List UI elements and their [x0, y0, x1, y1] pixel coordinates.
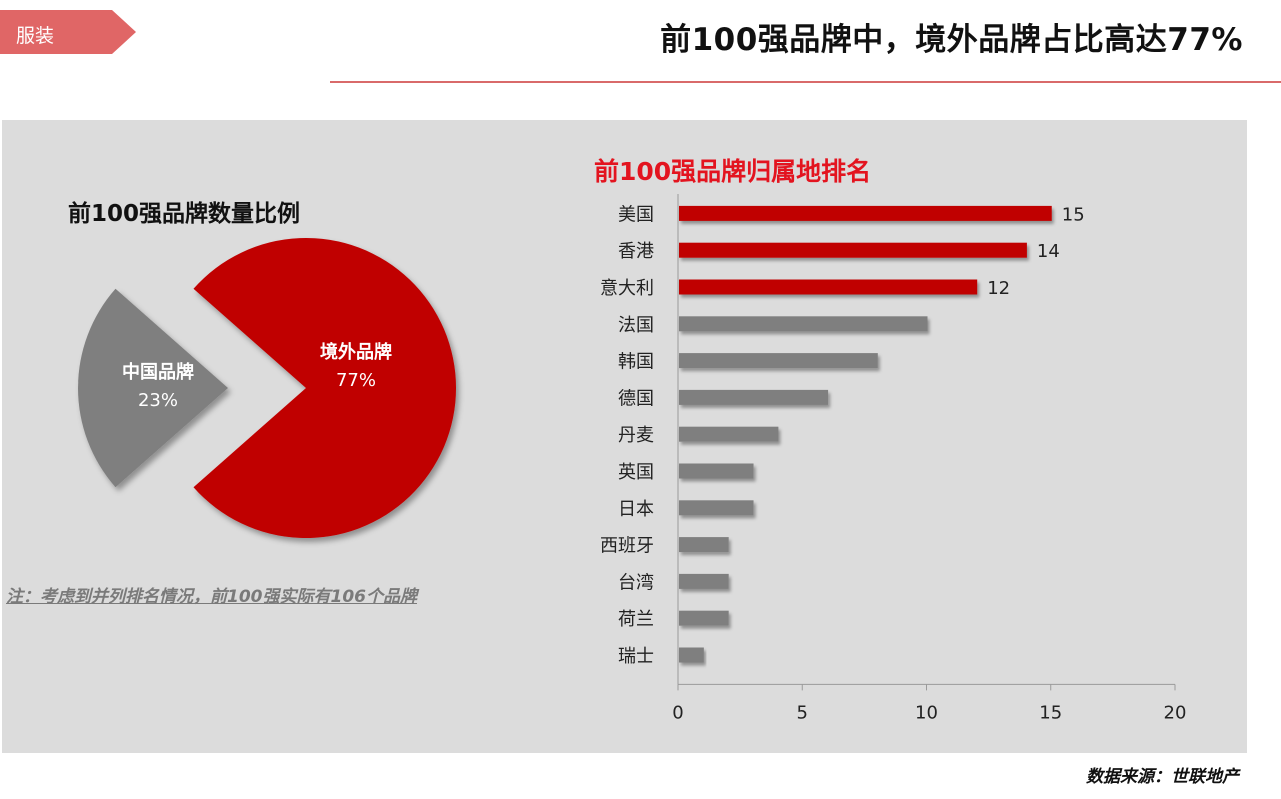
category-label: 丹麦	[618, 425, 654, 446]
category-label: 台湾	[618, 572, 654, 593]
footnote: 注：考虑到并列排名情况，前100强实际有106个品牌	[6, 587, 417, 607]
pie-slice	[78, 288, 228, 488]
pie-slice-label: 境外品牌	[320, 341, 392, 363]
bar	[679, 242, 1027, 258]
bar	[679, 647, 704, 663]
bar	[679, 205, 1052, 221]
page-title: 前100强品牌中，境外品牌占比高达77%	[660, 22, 1243, 58]
pie-slice	[193, 238, 457, 538]
category-label: 日本	[618, 499, 654, 520]
category-label: 西班牙	[600, 536, 654, 557]
x-tick-label: 10	[915, 702, 938, 723]
category-tag-label: 服装	[16, 25, 55, 47]
x-tick-label: 15	[1039, 702, 1062, 723]
bar	[679, 353, 878, 369]
category-label: 法国	[618, 315, 654, 336]
bar	[679, 573, 729, 589]
x-tick-label: 5	[797, 702, 808, 723]
pie-chart: 境外品牌 77% 中国品牌 23%	[78, 238, 457, 538]
bar-data-label: 14	[1037, 241, 1060, 262]
category-label: 意大利	[600, 278, 654, 299]
category-label: 香港	[618, 241, 654, 262]
bar	[679, 537, 729, 553]
x-tick-label: 20	[1164, 702, 1187, 723]
category-label: 德国	[618, 388, 654, 409]
bar-chart-title: 前100强品牌归属地排名	[594, 157, 872, 186]
category-label: 美国	[618, 204, 654, 225]
category-label: 荷兰	[618, 609, 654, 630]
x-tick-label: 0	[672, 702, 683, 723]
category-label: 瑞士	[618, 646, 654, 667]
category-label: 英国	[618, 462, 654, 483]
pie-slice-value: 77%	[336, 370, 376, 391]
bar	[679, 389, 829, 405]
bar	[679, 500, 754, 516]
title-divider	[330, 81, 1281, 83]
bar	[679, 426, 779, 442]
pie-slice-value: 23%	[138, 390, 178, 411]
category-tag: 服装	[0, 10, 136, 54]
pie-slice-label: 中国品牌	[122, 361, 194, 383]
tag-shape	[0, 10, 136, 54]
bar-data-label: 12	[987, 278, 1010, 299]
bar-data-label: 15	[1062, 204, 1085, 225]
bar	[679, 610, 729, 626]
category-label: 韩国	[618, 352, 654, 373]
pie-chart-title: 前100强品牌数量比例	[68, 201, 301, 227]
bar	[679, 463, 754, 479]
content-panel	[2, 120, 1247, 753]
bar	[679, 316, 928, 332]
bar	[679, 279, 978, 295]
data-source: 数据来源：世联地产	[1086, 767, 1239, 787]
